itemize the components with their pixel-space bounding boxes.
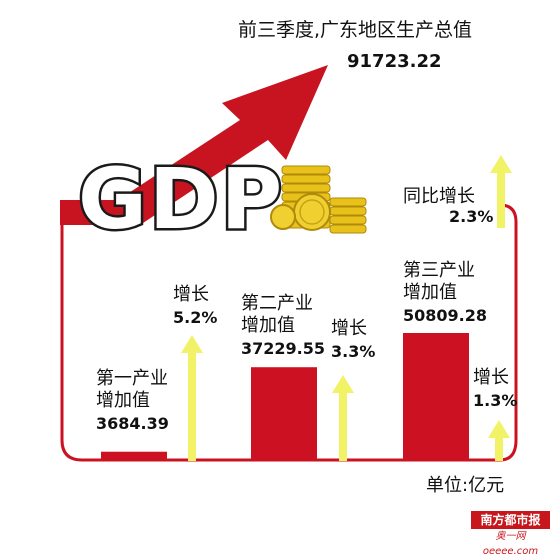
bar-1: [101, 451, 167, 461]
category-label-1-line-1: 第一产业: [96, 368, 168, 389]
growth-value-3: 1.3%: [473, 391, 517, 410]
site-name: 奥一网oeeee.com: [482, 531, 539, 557]
growth-label-1: 增长: [173, 284, 209, 305]
category-label-3-line-2: 增加值: [403, 282, 457, 303]
growth-label-2: 增长: [331, 318, 367, 339]
category-label-1-line-2: 增加值: [96, 390, 150, 411]
headline-total: 91723.22: [347, 51, 442, 72]
growth-arrow-1-icon: [181, 335, 203, 461]
growth-arrow-3-icon: [488, 420, 510, 461]
yoy-value: 2.3%: [449, 207, 493, 226]
gdp-logo-text: GDP: [78, 150, 284, 248]
newspaper-name: 南方都市报: [471, 511, 550, 529]
bar-2: [251, 367, 317, 461]
bar-3: [403, 333, 469, 461]
trend-arrow: [60, 65, 328, 225]
growth-value-2: 3.3%: [331, 342, 375, 361]
growth-label-3: 增长: [473, 367, 509, 388]
newspaper-logo: 南方都市报 奥一网oeeee.com: [471, 511, 550, 557]
category-label-3-line-1: 第三产业: [403, 260, 475, 281]
growth-arrow-2-icon: [332, 375, 354, 461]
category-label-2-line-1: 第二产业: [241, 293, 313, 314]
growth-value-1: 5.2%: [173, 308, 217, 327]
yoy-growth-arrow-icon: [490, 155, 512, 228]
value-label-1: 3684.39: [96, 414, 169, 433]
unit-label: 单位:亿元: [426, 475, 504, 496]
yoy-label: 同比增长: [403, 186, 475, 207]
coin-stack-icon: [270, 165, 367, 234]
gdp-infographic: GDP 前三季度,广东地区生产总值 91723.22 同比增长 2.3% 增长 5…: [60, 19, 518, 496]
value-label-3: 50809.28: [403, 306, 487, 325]
headline-title: 前三季度,广东地区生产总值: [238, 19, 472, 41]
value-label-2: 37229.55: [241, 339, 325, 358]
category-label-2-line-2: 增加值: [241, 315, 295, 336]
